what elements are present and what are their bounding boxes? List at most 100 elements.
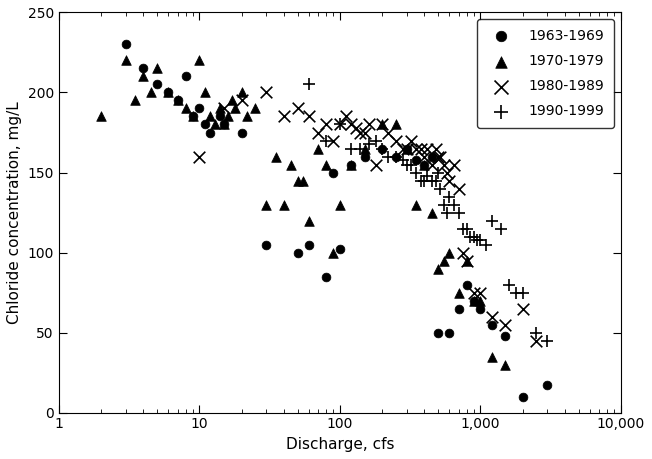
1970-1979 xyxy=(210,121,220,128)
1963-1969 xyxy=(334,246,345,253)
1970-1979 xyxy=(313,145,323,152)
1990-1999 xyxy=(363,140,374,147)
1990-1999 xyxy=(436,185,446,192)
1980-1989 xyxy=(422,145,433,152)
1980-1989 xyxy=(419,153,430,160)
1990-1999 xyxy=(542,337,553,344)
1963-1969 xyxy=(172,97,183,104)
1980-1989 xyxy=(359,129,370,136)
1980-1989 xyxy=(370,161,381,168)
1980-1989 xyxy=(469,289,479,296)
1980-1989 xyxy=(261,89,272,96)
1990-1999 xyxy=(486,217,497,224)
1963-1969 xyxy=(377,145,387,152)
1970-1979 xyxy=(377,121,387,128)
1990-1999 xyxy=(504,281,514,288)
1963-1969 xyxy=(328,169,338,176)
1970-1979 xyxy=(200,89,211,96)
1980-1989 xyxy=(433,153,443,160)
1990-1999 xyxy=(531,329,542,336)
1990-1999 xyxy=(377,145,387,152)
1990-1999 xyxy=(430,177,441,184)
1990-1999 xyxy=(406,161,416,168)
1963-1969 xyxy=(152,81,162,88)
1990-1999 xyxy=(475,236,486,243)
1970-1979 xyxy=(402,145,412,152)
1970-1979 xyxy=(426,209,437,216)
1990-1999 xyxy=(422,172,433,179)
1963-1969 xyxy=(359,153,370,160)
1980-1989 xyxy=(416,145,426,152)
1970-1979 xyxy=(439,257,449,264)
1970-1979 xyxy=(226,97,237,104)
1963-1969 xyxy=(518,393,528,400)
Legend: 1963-1969, 1970-1979, 1980-1989, 1990-1999: 1963-1969, 1970-1979, 1980-1989, 1990-19… xyxy=(477,19,614,128)
1963-1969 xyxy=(426,153,437,160)
1980-1989 xyxy=(313,129,323,136)
1970-1979 xyxy=(181,105,191,112)
1980-1989 xyxy=(444,177,454,184)
1970-1979 xyxy=(292,177,303,184)
1970-1979 xyxy=(469,297,479,304)
1970-1979 xyxy=(475,297,486,304)
1990-1999 xyxy=(416,177,426,184)
1980-1989 xyxy=(328,137,338,144)
1963-1969 xyxy=(121,41,131,48)
1970-1979 xyxy=(453,289,464,296)
1963-1969 xyxy=(188,113,198,120)
1980-1989 xyxy=(383,129,393,136)
1963-1969 xyxy=(346,161,356,168)
1970-1979 xyxy=(298,177,308,184)
1990-1999 xyxy=(472,236,482,243)
1990-1999 xyxy=(439,201,449,208)
1970-1979 xyxy=(194,57,205,64)
1963-1969 xyxy=(411,156,421,163)
1980-1989 xyxy=(402,145,412,152)
1980-1989 xyxy=(194,153,205,160)
1970-1979 xyxy=(419,161,430,168)
1980-1989 xyxy=(436,153,446,160)
1990-1999 xyxy=(398,156,408,163)
1990-1999 xyxy=(303,81,314,88)
1990-1999 xyxy=(433,169,443,176)
1963-1969 xyxy=(303,241,314,248)
1980-1989 xyxy=(486,313,497,320)
1963-1969 xyxy=(219,121,230,128)
Y-axis label: Chloride concentration, mg/L: Chloride concentration, mg/L xyxy=(7,101,22,324)
1990-1999 xyxy=(449,201,459,208)
1963-1969 xyxy=(391,153,401,160)
1963-1969 xyxy=(215,113,225,120)
1970-1979 xyxy=(411,201,421,208)
1970-1979 xyxy=(130,97,140,104)
1970-1979 xyxy=(96,113,106,120)
1980-1989 xyxy=(449,161,459,168)
1970-1979 xyxy=(163,89,173,96)
1980-1989 xyxy=(411,145,421,152)
1970-1979 xyxy=(359,145,370,152)
1970-1979 xyxy=(328,249,338,256)
1990-1999 xyxy=(355,145,366,152)
1963-1969 xyxy=(237,129,247,136)
1990-1999 xyxy=(334,121,345,128)
1970-1979 xyxy=(321,161,331,168)
1963-1969 xyxy=(181,73,191,80)
1970-1979 xyxy=(172,97,183,104)
1980-1989 xyxy=(303,113,314,120)
1970-1979 xyxy=(486,353,497,360)
1980-1989 xyxy=(334,121,345,128)
1980-1989 xyxy=(340,113,351,120)
1990-1999 xyxy=(391,153,401,160)
1963-1969 xyxy=(200,121,211,128)
1980-1989 xyxy=(219,105,230,112)
1970-1979 xyxy=(303,217,314,224)
1980-1989 xyxy=(442,169,452,176)
1990-1999 xyxy=(346,145,356,152)
1970-1979 xyxy=(271,153,281,160)
1963-1969 xyxy=(433,329,443,336)
1970-1979 xyxy=(250,105,260,112)
1990-1999 xyxy=(453,209,464,216)
1990-1999 xyxy=(462,225,472,232)
1980-1989 xyxy=(391,137,401,144)
1963-1969 xyxy=(402,145,412,152)
1980-1989 xyxy=(453,185,464,192)
